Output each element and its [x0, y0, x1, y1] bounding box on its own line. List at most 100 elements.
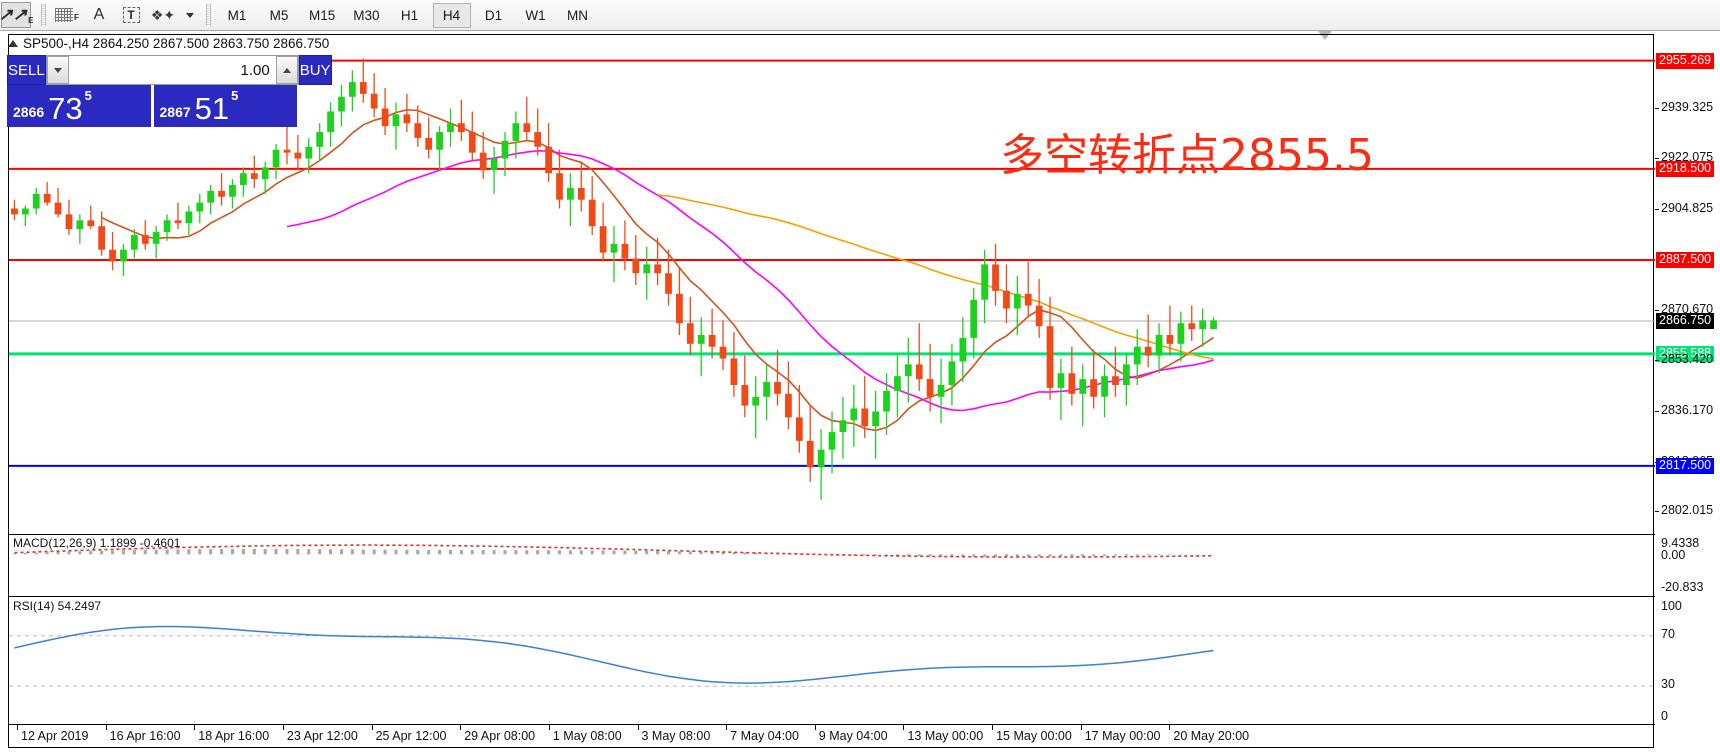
trade-panel-prices: 2866 73 5 2867 51 5 [7, 85, 297, 127]
expand-triangle-icon[interactable] [8, 40, 18, 47]
timeframe-m30[interactable]: M30 [353, 7, 380, 23]
timeframe-m5[interactable]: M5 [269, 7, 289, 23]
timeframe-d1[interactable]: D1 [484, 7, 503, 23]
macd-axis-label-max: 9.4338 [1661, 536, 1700, 550]
time-axis-label: 7 May 04:00 [730, 729, 799, 743]
toolbar-separator-2 [202, 3, 211, 27]
timeframe-h4[interactable]: H4 [432, 2, 471, 28]
ma-mid-line [286, 149, 1214, 412]
time-axis-label: 9 May 04:00 [818, 729, 888, 743]
macd-axis-label-zero: 0.00 [1661, 548, 1686, 562]
objects-icon[interactable]: ❖✦ [150, 6, 176, 23]
macd-label: MACD(12,26,9) 1.1899 -0.4601 [13, 536, 181, 550]
time-axis-label: 16 Apr 16:00 [109, 729, 181, 743]
toolbar-separator-1 [37, 3, 46, 27]
time-tick-mark [17, 725, 18, 730]
time-tick-mark [460, 725, 462, 730]
chevron-down-icon[interactable] [180, 2, 196, 28]
candlestick-series [11, 58, 1217, 500]
rsi-pane[interactable]: RSI(14) 54.2497 [9, 598, 1655, 724]
macd-axis-label-min: -20.833 [1661, 580, 1704, 594]
ma-slow-line [657, 194, 1214, 360]
indicators-icon[interactable]: ↗↗ E [0, 2, 33, 28]
macd-chart-svg [12, 544, 1216, 558]
buy-price-integer: 2867 [159, 104, 191, 120]
rsi-label: RSI(14) 54.2497 [13, 599, 102, 613]
time-axis-label: 29 Apr 08:00 [464, 729, 536, 743]
rsi-axis-label-30: 30 [1661, 677, 1675, 692]
time-axis-label: 15 May 00:00 [996, 729, 1072, 743]
price-level-label[interactable]: 2855.588 [1656, 345, 1715, 362]
time-tick-mark [726, 725, 728, 730]
rsi-axis-label-100: 100 [1661, 599, 1682, 613]
quote-bar: SP500-,H4 2864.250 2867.500 2863.750 286… [8, 36, 329, 51]
price-level-label[interactable]: 2887.500 [1656, 252, 1715, 268]
axis-tick-mark [1655, 209, 1659, 211]
price-axis-label: 2836.170 [1661, 402, 1714, 417]
volume-input[interactable] [68, 57, 276, 83]
time-axis-label: 25 Apr 12:00 [375, 729, 447, 743]
price-axis-label: 2802.015 [1661, 503, 1714, 518]
grid-icon[interactable]: F [52, 2, 82, 28]
buy-price-display[interactable]: 2867 51 5 [153, 85, 297, 127]
axis-tick-mark [1655, 511, 1659, 513]
price-axis-label: 2870.670 [1661, 301, 1714, 316]
price-axis-label: 2853.420 [1661, 352, 1714, 367]
price-level-label[interactable]: 2918.500 [1656, 160, 1715, 177]
buy-price-major: 51 [194, 91, 230, 126]
chart-container[interactable]: SP500-,H4 2864.250 2867.500 2863.750 286… [0, 31, 1720, 753]
sell-price-major: 73 [48, 91, 83, 126]
timeframe-mn[interactable]: MN [567, 7, 589, 23]
sell-price-fraction: 5 [84, 88, 92, 103]
volume-stepper[interactable] [45, 55, 299, 85]
axis-tick-mark [1655, 360, 1659, 362]
time-axis-label: 12 Apr 2019 [21, 729, 89, 743]
time-axis-label: 3 May 08:00 [641, 729, 711, 743]
trade-panel-header: SELL BUY [7, 55, 332, 85]
timeframe-m15[interactable]: M15 [309, 7, 336, 23]
price-level-label[interactable]: 2866.750 [1656, 313, 1715, 330]
time-axis-label: 20 May 20:00 [1173, 729, 1250, 743]
axis-tick-mark [1655, 309, 1659, 311]
time-axis-label: 13 May 00:00 [907, 729, 984, 743]
time-axis-label: 23 Apr 12:00 [286, 729, 358, 743]
time-axis-label: 18 Apr 16:00 [198, 729, 270, 743]
timeframe-m1[interactable]: M1 [227, 7, 247, 23]
text-label-icon[interactable]: A [93, 6, 105, 23]
volume-increment-button[interactable] [275, 56, 298, 84]
sell-button[interactable]: SELL [7, 55, 46, 85]
price-level-label[interactable]: 2817.500 [1656, 457, 1715, 474]
timeframe-w1[interactable]: W1 [525, 7, 546, 23]
axis-tick-mark [1655, 158, 1659, 160]
time-tick-mark [194, 725, 196, 730]
price-chart-svg [9, 58, 1655, 500]
quote-text: SP500-,H4 2864.250 2867.500 2863.750 286… [23, 36, 330, 51]
rsi-axis-label-0: 0 [1661, 709, 1668, 723]
chart-shift-marker[interactable] [1318, 31, 1332, 40]
price-level-label[interactable]: 2955.269 [1656, 52, 1715, 69]
price-pane[interactable] [9, 35, 1655, 535]
time-tick-mark [1080, 725, 1082, 730]
buy-button[interactable]: BUY [298, 55, 332, 85]
buy-price-fraction: 5 [231, 88, 239, 103]
sell-price-display[interactable]: 2866 73 5 [7, 85, 151, 127]
price-axis-label: 2922.075 [1661, 150, 1714, 165]
main-toolbar: ↗↗ E F A T ❖✦ M1 M5 M15 M30 H1 H4 D1 W1 M… [0, 0, 1720, 31]
time-axis-label: 1 May 08:00 [552, 729, 622, 743]
price-axis[interactable]: 2955.269 2939.325 2922.075 2918.500 2904.825… [1655, 34, 1720, 748]
time-tick-mark [992, 725, 994, 730]
volume-decrement-button[interactable] [46, 56, 69, 84]
rsi-axis-label-70: 70 [1661, 626, 1675, 641]
time-tick-mark [814, 725, 816, 730]
time-tick-mark [548, 725, 550, 730]
rsi-chart-svg [9, 625, 1655, 687]
macd-signal-line [14, 544, 1214, 558]
macd-histogram [12, 548, 1216, 557]
timeframe-h1[interactable]: H1 [400, 7, 419, 23]
time-tick-mark [105, 725, 107, 730]
text-box-icon[interactable]: T [116, 2, 146, 28]
axis-tick-mark [1655, 107, 1659, 109]
one-click-trading-panel[interactable]: SELL BUY 2866 73 5 2867 51 5 [7, 55, 332, 127]
time-axis: 12 Apr 2019 16 Apr 16:00 18 Apr 16:00 23 Ap… [9, 724, 1655, 747]
macd-pane[interactable]: MACD(12,26,9) 1.1899 -0.4601 [9, 535, 1655, 597]
